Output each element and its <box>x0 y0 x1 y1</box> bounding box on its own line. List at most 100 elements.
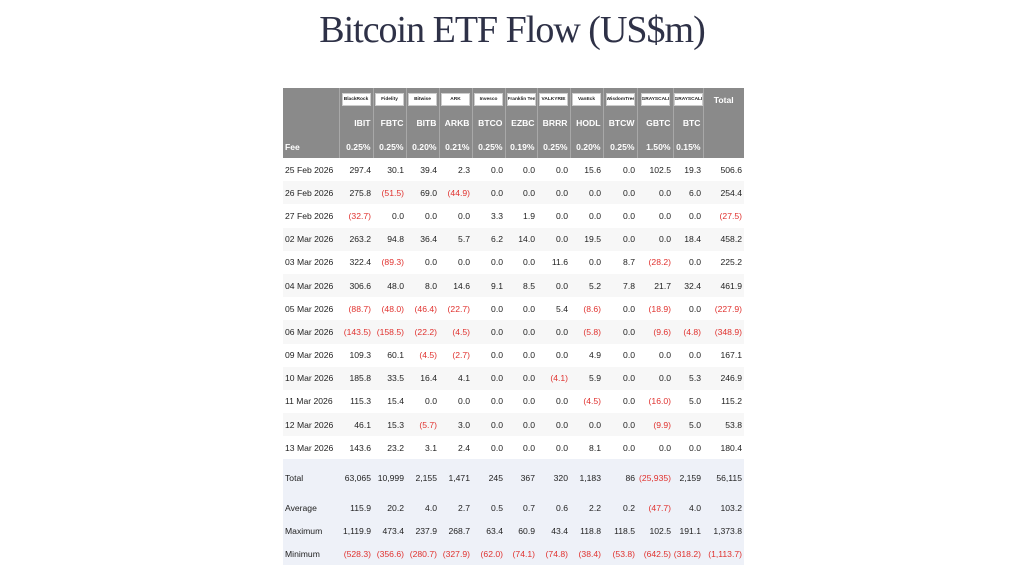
date-cell: 13 Mar 2026 <box>285 442 334 453</box>
summary-cell: 86 <box>603 459 637 497</box>
flow-cell: 5.4 <box>556 303 568 314</box>
flow-cell: 0.0 <box>556 442 568 453</box>
flow-cell: 0.0 <box>659 442 671 453</box>
flow-cell: 0.0 <box>623 303 635 314</box>
flow-cell: 0.0 <box>603 320 637 344</box>
ticker-header: BTCO <box>472 111 506 135</box>
date-cell: 09 Mar 2026 <box>285 350 334 361</box>
flow-cell: 0.0 <box>689 303 701 314</box>
fee-cell: 0.25% <box>373 135 407 158</box>
row-total-cell: 167.1 <box>720 350 742 361</box>
flow-cell: 39.4 <box>420 164 437 175</box>
row-total-cell: 254.4 <box>703 181 744 205</box>
summary-cell: 60.9 <box>505 519 537 543</box>
summary-cell: (62.0) <box>472 542 505 566</box>
flow-cell: 0.0 <box>637 227 673 251</box>
summary-cell: 0.5 <box>472 496 505 520</box>
issuer-logo-cell: VanEck <box>570 88 604 111</box>
flow-cell: (89.3) <box>381 257 404 268</box>
flow-cell: 0.0 <box>556 350 568 361</box>
flow-cell: 102.5 <box>649 164 671 175</box>
row-total-cell: 461.9 <box>703 273 744 298</box>
flow-cell: (9.6) <box>637 320 673 344</box>
flow-cell: 306.6 <box>339 273 373 298</box>
flow-cell: 0.0 <box>491 164 503 175</box>
flow-cell: 0.0 <box>689 210 701 221</box>
fee-cell: 0.25% <box>603 135 638 158</box>
flow-cell: 0.0 <box>570 413 603 437</box>
flow-cell: 15.4 <box>387 396 404 407</box>
issuer-logo-cell: GRAYSCALE <box>637 88 674 111</box>
date-cell: 12 Mar 2026 <box>283 413 339 437</box>
flow-cell: 3.3 <box>491 210 503 221</box>
flow-cell: 0.0 <box>523 164 535 175</box>
flow-cell: 0.0 <box>458 396 470 407</box>
date-cell: 27 Feb 2026 <box>285 210 334 221</box>
flow-cell: 2.4 <box>458 442 470 453</box>
summary-cell: 320 <box>537 459 570 497</box>
summary-cell: (318.2) <box>673 542 703 566</box>
flow-cell: 9.1 <box>472 273 505 298</box>
flow-cell: 69.0 <box>406 181 439 205</box>
flow-cell: (4.8) <box>673 320 703 344</box>
summary-cell: (356.6) <box>373 542 406 566</box>
row-total-cell: 180.4 <box>720 442 742 453</box>
flow-cell: 0.0 <box>623 350 635 361</box>
flow-cell: 0.0 <box>623 442 635 453</box>
flow-cell: 8.0 <box>406 273 439 298</box>
flow-cell: 5.7 <box>439 227 472 251</box>
summary-row: Average 115.9 20.2 4.0 2.7 0.5 0.7 0.6 2.2 0.2 (47… <box>283 496 744 520</box>
summary-cell: 1,471 <box>439 459 472 497</box>
flow-cell: 0.0 <box>603 413 637 437</box>
issuer-logo: Invesco <box>474 93 503 106</box>
flow-cell: (48.0) <box>381 303 404 314</box>
flow-cell: 8.1 <box>589 442 601 453</box>
issuer-logo-cell: Invesco <box>472 88 506 111</box>
row-total-cell: (227.9) <box>714 303 742 314</box>
flow-cell: 0.0 <box>603 366 637 390</box>
date-cell: 10 Mar 2026 <box>283 366 339 390</box>
flow-cell: 0.0 <box>472 320 505 344</box>
table-row: 10 Mar 2026 185.8 33.5 16.4 4.1 0.0 0.0 (4.1) 5.… <box>283 366 744 390</box>
summary-cell: 0.7 <box>505 496 537 520</box>
flow-cell: (8.6) <box>583 303 601 314</box>
flow-cell: (143.5) <box>339 320 373 344</box>
ticker-header: IBIT <box>339 111 374 135</box>
summary-row: Minimum (528.3) (356.6) (280.7) (327.9) (62.0… <box>283 542 744 566</box>
summary-cell: 20.2 <box>373 496 406 520</box>
table-row: 12 Mar 2026 46.1 15.3 (5.7) 3.0 0.0 0.0 0.0 0.0 0… <box>283 413 744 437</box>
row-total-cell: 506.6 <box>720 164 742 175</box>
table-row: 26 Feb 2026 275.8 (51.5) 69.0 (44.9) 0.0 0.0 0.… <box>283 181 744 205</box>
flow-cell: 0.0 <box>523 442 535 453</box>
flow-cell: (2.7) <box>452 350 470 361</box>
flow-cell: 3.1 <box>425 442 437 453</box>
flow-cell: (5.8) <box>570 320 603 344</box>
flow-cell: 0.0 <box>491 350 503 361</box>
summary-cell: 237.9 <box>406 519 439 543</box>
issuer-logo-cell: VALKYRIE <box>537 88 571 111</box>
date-cell: 25 Feb 2026 <box>285 164 334 175</box>
issuer-logo: Fidelity <box>375 93 404 106</box>
flow-cell: (46.4) <box>414 303 437 314</box>
summary-cell: 118.8 <box>570 519 603 543</box>
table-row: 27 Feb 2026 (32.7) 0.0 0.0 0.0 3.3 1.9 0.0 0.0 0.… <box>283 204 744 227</box>
issuer-logo: GRAYSCALE <box>673 93 702 106</box>
flow-cell: (5.7) <box>406 413 439 437</box>
flow-cell: (4.5) <box>439 320 472 344</box>
flow-cell: 0.0 <box>603 181 637 205</box>
empty-cell <box>703 135 744 158</box>
flow-cell: 0.0 <box>659 210 671 221</box>
flow-cell: 0.0 <box>570 181 603 205</box>
flow-cell: 8.7 <box>623 257 635 268</box>
issuer-logo-cell: WisdomTree <box>603 88 638 111</box>
table-row: 04 Mar 2026 306.6 48.0 8.0 14.6 9.1 8.5 0.0 5.2 7… <box>283 273 744 298</box>
row-total-cell: (348.9) <box>703 320 744 344</box>
summary-cell: 0.6 <box>537 496 570 520</box>
flow-cell: 0.0 <box>603 227 637 251</box>
summary-cell: 63.4 <box>472 519 505 543</box>
flow-cell: (4.5) <box>419 350 437 361</box>
summary-total-cell: 103.2 <box>703 496 744 520</box>
summary-total-cell: 1,373.8 <box>703 519 744 543</box>
row-total-cell: (27.5) <box>719 210 742 221</box>
issuer-logo: VALKYRIE <box>539 93 568 106</box>
